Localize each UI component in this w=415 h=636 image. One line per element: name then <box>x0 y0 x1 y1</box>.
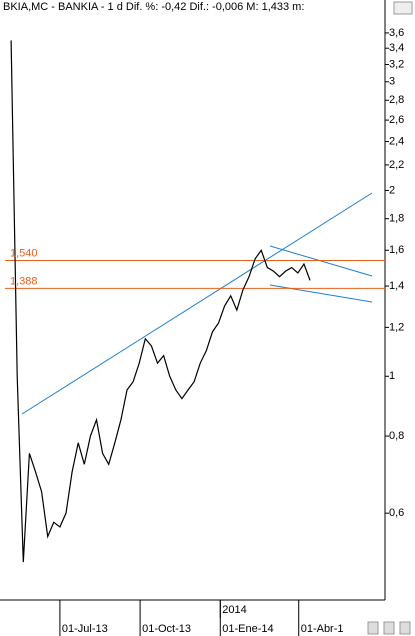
title-background <box>0 0 370 14</box>
y-tick-label: 3,2 <box>389 58 404 70</box>
y-tick-label: 0,6 <box>389 507 404 519</box>
trend-line <box>21 192 373 415</box>
y-tick-label: 3 <box>389 76 395 88</box>
x-tick-label: 01-Abr-1 <box>301 623 344 635</box>
year-marker-label: 2014 <box>222 604 246 616</box>
chart-title: BKIA,MC - BANKIA - 1 d Dif. %: -0,42 Dif… <box>3 1 304 13</box>
y-tick-label: 1 <box>389 370 395 382</box>
y-tick-label: 1,6 <box>389 244 404 256</box>
x-tick-label: 01-Jul-13 <box>62 623 108 635</box>
y-tick-label: 2,4 <box>389 135 404 147</box>
y-tick-label: 1,8 <box>389 213 404 225</box>
x-tick-label: 01-Oct-13 <box>142 623 191 635</box>
trend-line <box>269 284 373 303</box>
y-tick-label: 2 <box>389 184 395 196</box>
y-tick-label: 3,4 <box>389 42 404 54</box>
icon[interactable] <box>393 1 413 15</box>
reference-label: 1,388 <box>10 275 38 287</box>
y-tick-label: 1,2 <box>389 321 404 333</box>
x-tick-label: 01-Ene-14 <box>222 623 273 635</box>
y-tick-label: 3,6 <box>389 27 404 39</box>
reference-label: 1,540 <box>10 247 38 259</box>
icon[interactable] <box>383 621 395 635</box>
icon[interactable] <box>367 621 379 635</box>
y-tick-label: 1,4 <box>389 280 404 292</box>
plot <box>5 40 385 563</box>
y-tick-label: 2,6 <box>389 114 404 126</box>
icon[interactable] <box>399 621 411 635</box>
price-line <box>10 40 311 563</box>
y-tick-label: 0,8 <box>389 430 404 442</box>
y-tick-label: 2,8 <box>389 94 404 106</box>
y-tick-label: 2,2 <box>389 159 404 171</box>
